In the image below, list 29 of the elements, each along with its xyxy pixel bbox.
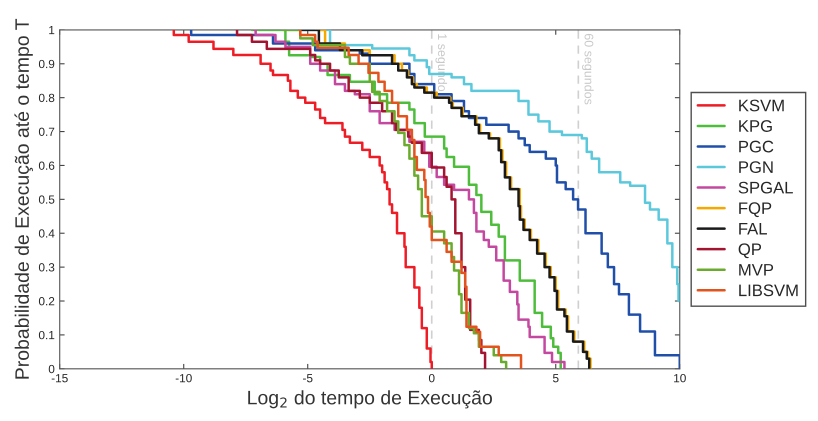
y-tick-label: 0.2: [38, 297, 54, 306]
y-tick-label: 0.7: [38, 128, 54, 136]
y-tick-label: 0: [48, 364, 54, 374]
legend-label: KSVM: [739, 100, 784, 112]
y-tick-label: 0.3: [38, 263, 54, 272]
legend-label: FAL: [739, 222, 767, 234]
y-tick-label: 0.8: [38, 94, 54, 102]
legend-label: PGC: [739, 140, 774, 152]
legend-label: MVP: [739, 264, 774, 276]
y-tick-label: 0.5: [38, 195, 54, 204]
legend-label: QP: [738, 243, 762, 258]
legend-label: FQP: [739, 202, 772, 218]
x-tick-label: 5: [552, 374, 559, 382]
x-axis-title: Log$_{2}$ do tempo de Execução: [248, 390, 492, 408]
legend-label: SPGAL: [738, 182, 793, 194]
y-axis-title: Probabilidade de Execução até o tempo T: [14, 18, 33, 379]
y-tick-label: 0.6: [38, 161, 54, 170]
x-tick-label: -5: [303, 374, 312, 382]
y-tick-label: 1: [49, 26, 54, 34]
legend-label: LIBSVM: [739, 284, 798, 296]
legend-label: PGN: [739, 161, 773, 174]
x-tick-label: -10: [176, 374, 192, 382]
y-tick-label: 0.4: [38, 229, 55, 238]
y-tick-label: 0.1: [38, 330, 54, 340]
x-tick-label: 10: [674, 374, 686, 382]
x-tick-label: -15: [52, 374, 68, 382]
y-tick-label: 0.9: [38, 60, 54, 68]
legend-label: KPG: [739, 120, 772, 132]
x-tick-label: 0: [428, 374, 435, 382]
